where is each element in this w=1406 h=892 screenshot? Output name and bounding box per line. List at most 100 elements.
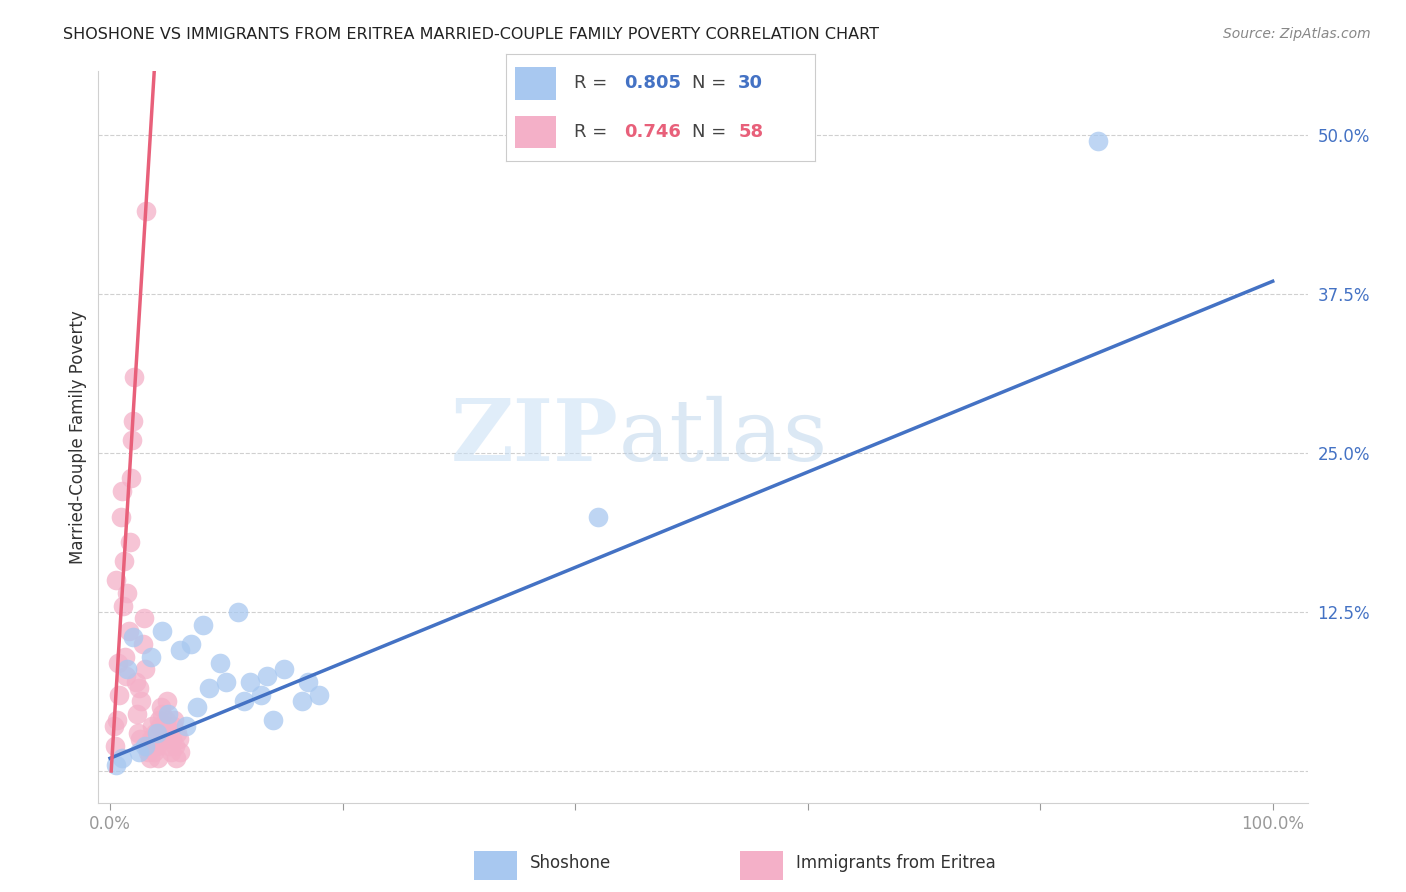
Point bbox=[128, 745, 150, 759]
Point bbox=[138, 745, 160, 759]
Point bbox=[122, 414, 145, 428]
Point bbox=[143, 745, 166, 759]
Point bbox=[114, 649, 136, 664]
Point bbox=[156, 694, 179, 708]
Point bbox=[166, 726, 188, 740]
Text: atlas: atlas bbox=[619, 395, 828, 479]
Point bbox=[169, 643, 191, 657]
Point bbox=[226, 605, 249, 619]
Point bbox=[165, 751, 187, 765]
Point bbox=[169, 745, 191, 759]
Point bbox=[165, 739, 187, 753]
Point bbox=[160, 732, 183, 747]
Point bbox=[150, 706, 173, 721]
Point bbox=[145, 726, 167, 740]
Point bbox=[125, 706, 148, 721]
Point bbox=[262, 713, 284, 727]
Point bbox=[232, 694, 254, 708]
Point bbox=[145, 739, 167, 753]
Point bbox=[163, 713, 186, 727]
Point bbox=[105, 713, 128, 727]
Point bbox=[134, 662, 156, 676]
Point bbox=[142, 739, 165, 753]
Point bbox=[132, 611, 155, 625]
Point bbox=[138, 751, 160, 765]
Text: 30: 30 bbox=[738, 75, 763, 93]
Point bbox=[127, 726, 149, 740]
Point bbox=[139, 649, 162, 664]
Point bbox=[129, 732, 152, 747]
Text: R =: R = bbox=[574, 75, 607, 93]
Point bbox=[111, 751, 134, 765]
Point bbox=[134, 739, 156, 753]
Text: N =: N = bbox=[692, 123, 725, 141]
Point bbox=[118, 624, 141, 638]
Point bbox=[112, 554, 135, 568]
Y-axis label: Married-Couple Family Poverty: Married-Couple Family Poverty bbox=[69, 310, 87, 564]
Text: 0.746: 0.746 bbox=[624, 123, 681, 141]
Point bbox=[588, 509, 610, 524]
FancyBboxPatch shape bbox=[516, 116, 555, 148]
Point bbox=[198, 681, 221, 696]
Point bbox=[135, 204, 157, 219]
Point bbox=[150, 624, 173, 638]
FancyBboxPatch shape bbox=[740, 851, 783, 880]
FancyBboxPatch shape bbox=[474, 851, 517, 880]
Point bbox=[117, 586, 139, 600]
Point bbox=[131, 637, 153, 651]
Point bbox=[273, 662, 295, 676]
Point bbox=[157, 726, 180, 740]
Text: ZIP: ZIP bbox=[450, 395, 619, 479]
Point bbox=[148, 713, 170, 727]
Point bbox=[239, 675, 262, 690]
Point bbox=[167, 732, 190, 747]
Point bbox=[107, 656, 129, 670]
Point bbox=[110, 509, 132, 524]
Point bbox=[149, 719, 172, 733]
Point bbox=[250, 688, 273, 702]
Point bbox=[120, 471, 142, 485]
Point bbox=[141, 719, 163, 733]
Text: 58: 58 bbox=[738, 123, 763, 141]
Point bbox=[111, 599, 134, 613]
Point bbox=[215, 675, 238, 690]
Point bbox=[155, 713, 177, 727]
Point bbox=[157, 706, 180, 721]
Point bbox=[128, 681, 150, 696]
Point bbox=[118, 535, 141, 549]
Point bbox=[209, 656, 232, 670]
Point bbox=[121, 434, 143, 448]
Point bbox=[131, 694, 153, 708]
Point bbox=[308, 688, 330, 702]
Point bbox=[157, 739, 180, 753]
Point bbox=[159, 745, 181, 759]
Point bbox=[145, 726, 167, 740]
Point bbox=[152, 726, 174, 740]
Point bbox=[124, 369, 146, 384]
Point bbox=[104, 739, 127, 753]
Point bbox=[162, 719, 184, 733]
Point bbox=[191, 617, 214, 632]
Point bbox=[256, 668, 278, 682]
Point bbox=[1087, 134, 1109, 148]
Point bbox=[104, 573, 127, 587]
Point bbox=[104, 757, 127, 772]
Point bbox=[115, 668, 138, 682]
Point bbox=[180, 637, 202, 651]
Text: R =: R = bbox=[574, 123, 607, 141]
Point bbox=[291, 694, 314, 708]
Point bbox=[108, 688, 131, 702]
Point bbox=[111, 484, 134, 499]
Text: SHOSHONE VS IMMIGRANTS FROM ERITREA MARRIED-COUPLE FAMILY POVERTY CORRELATION CH: SHOSHONE VS IMMIGRANTS FROM ERITREA MARR… bbox=[63, 27, 879, 42]
Point bbox=[122, 631, 145, 645]
Point bbox=[117, 662, 139, 676]
Point bbox=[124, 675, 146, 690]
FancyBboxPatch shape bbox=[516, 68, 555, 100]
Text: N =: N = bbox=[692, 75, 725, 93]
Point bbox=[146, 751, 169, 765]
Point bbox=[186, 700, 208, 714]
Text: 0.805: 0.805 bbox=[624, 75, 681, 93]
Point bbox=[136, 739, 159, 753]
Point bbox=[103, 719, 125, 733]
Point bbox=[150, 700, 173, 714]
